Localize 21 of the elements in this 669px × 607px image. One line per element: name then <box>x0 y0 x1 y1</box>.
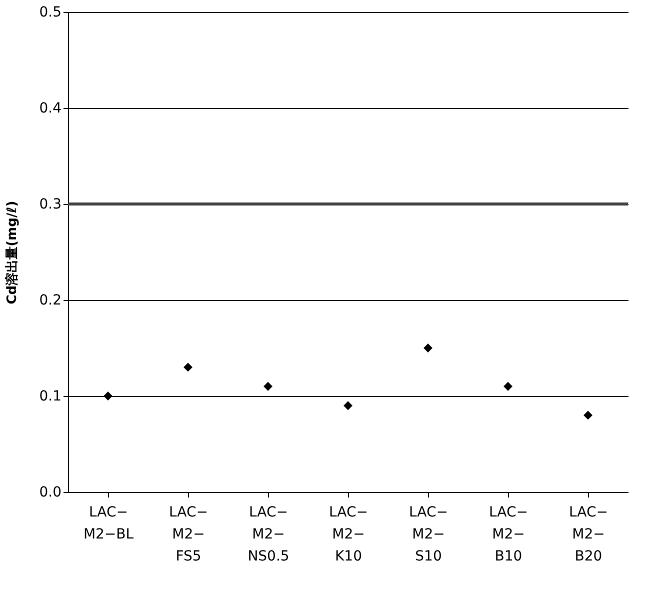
point <box>184 362 192 372</box>
point <box>584 410 592 420</box>
x-tick-label: LAC− M2− FS5 <box>169 504 208 564</box>
y-tick-label: 0.2 <box>39 292 62 308</box>
y-tick-label: 0.5 <box>39 4 62 20</box>
point <box>104 392 112 400</box>
x-tick-label: LAC− M2− K10 <box>329 504 368 564</box>
y-tick-label: 0.1 <box>39 388 62 404</box>
x-tick-label: LAC− M2− B10 <box>489 504 528 564</box>
y-tick-label: 0.0 <box>39 484 62 500</box>
x-tick-label: LAC− M2−BL <box>83 504 134 542</box>
point <box>264 382 272 391</box>
point <box>344 401 352 410</box>
x-tick-label: LAC− M2− NS0.5 <box>248 504 290 564</box>
y-tick-label: 0.3 <box>39 196 62 212</box>
y-tick-label: 0.4 <box>39 100 62 116</box>
y-axis-title: Cd溶出量(mg/ℓ) <box>4 200 20 304</box>
point <box>424 344 432 352</box>
x-tick-label: LAC− M2− B20 <box>569 504 608 564</box>
x-tick-label: LAC− M2− S10 <box>409 504 448 564</box>
point <box>504 382 512 391</box>
